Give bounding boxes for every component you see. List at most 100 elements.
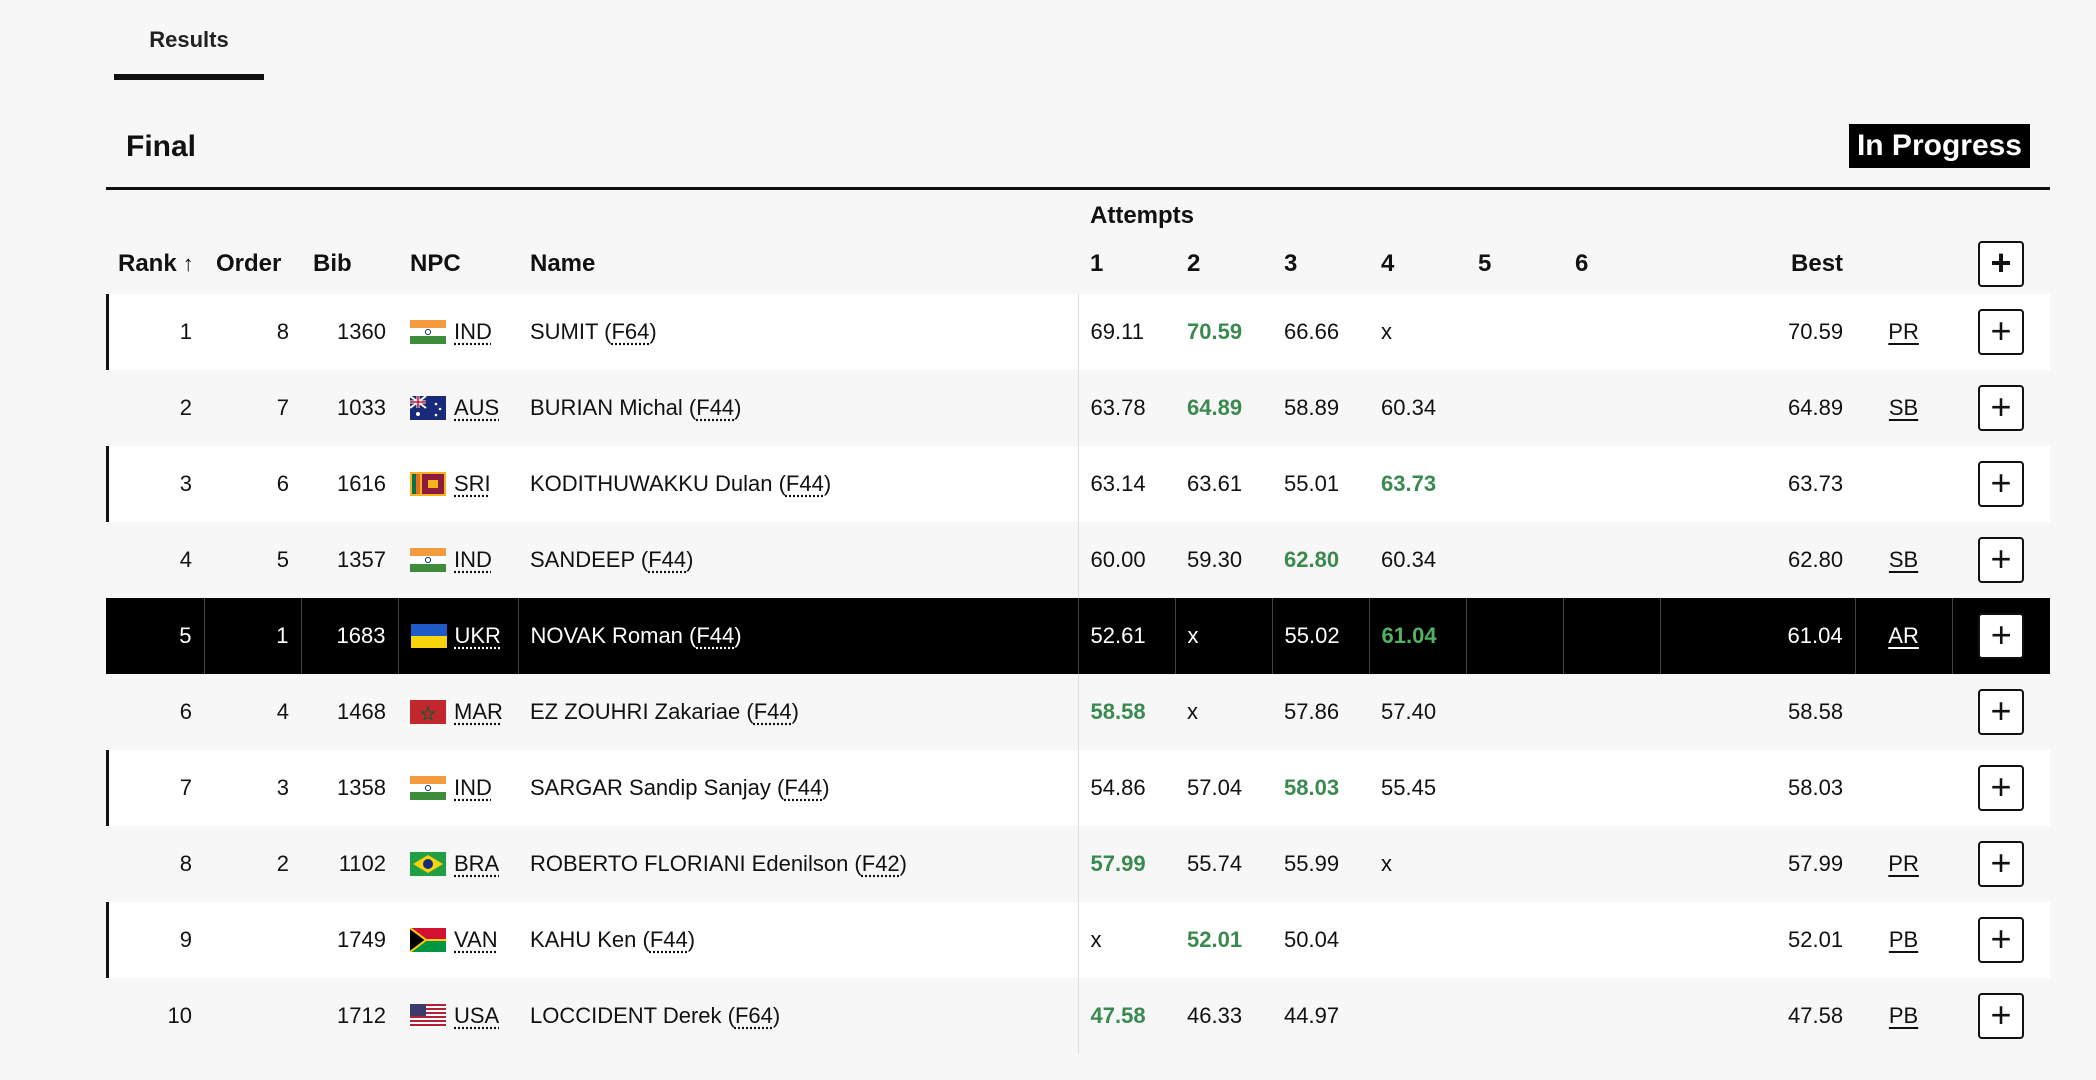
sport-class[interactable]: F42	[861, 851, 900, 876]
results-row[interactable]: 10 1712 USA LOCCIDENT Derek (F64) 47.58 46.33…	[106, 978, 2051, 1054]
athlete-name-cell[interactable]: NOVAK Roman (F44)	[518, 598, 1079, 674]
sport-class[interactable]: F44	[696, 623, 735, 648]
attempt-5-cell	[1466, 522, 1563, 598]
best-mark-cell: 61.04	[1660, 598, 1856, 674]
attempt-1-cell: 60.00	[1077, 522, 1176, 598]
plus-icon: +	[1990, 242, 2012, 283]
rank-cell: 5	[106, 598, 205, 674]
sport-class-close-paren: )	[772, 1003, 781, 1028]
record-badge[interactable]: PR	[1888, 319, 1919, 344]
tab-results[interactable]: Results	[114, 0, 264, 80]
results-row[interactable]: 8 2 1102 BRA ROBERTO FLORIANI Edenilson (F42…	[106, 826, 2051, 902]
npc-header[interactable]: NPC	[410, 250, 461, 277]
bib-cell: 1616	[337, 471, 386, 496]
results-row[interactable]: 7 3 1358 IND SARGAR Sandip Sanjay (F44) 54.86…	[106, 750, 2051, 826]
sport-class[interactable]: F64	[734, 1003, 773, 1028]
attempt-4-cell: 57.40	[1381, 699, 1437, 724]
expand-row-button[interactable]: +	[1978, 309, 2025, 355]
athlete-name-cell[interactable]: KODITHUWAKKU Dulan (F44)	[518, 446, 1078, 522]
results-row[interactable]: 6 4 1468 MAR EZ ZOUHRI Zakariae (F44) 58.58 x 5…	[106, 674, 2051, 750]
record-badge[interactable]: AR	[1888, 623, 1919, 648]
sport-class[interactable]: F44	[649, 927, 688, 952]
athlete-name-cell[interactable]: SARGAR Sandip Sanjay (F44)	[518, 750, 1078, 826]
athlete-name: SUMIT (	[530, 319, 612, 344]
row-action-cell: +	[1952, 826, 2050, 902]
attempt-3-cell: 66.66	[1284, 319, 1340, 344]
rank-cell: 7	[106, 750, 204, 826]
order-cell: 1	[204, 598, 302, 674]
arrow-up-icon: ↑	[182, 251, 194, 276]
name-header[interactable]: Name	[530, 250, 596, 277]
attempt-1-header: 1	[1090, 250, 1104, 277]
results-row[interactable]: 3 6 1616 SRI KODITHUWAKKU Dulan (F44) 63.14 63…	[106, 446, 2051, 522]
expand-row-button[interactable]: +	[1978, 461, 2025, 507]
expand-row-button[interactable]: +	[1978, 917, 2025, 963]
rank-header[interactable]: Rank ↑	[106, 234, 204, 294]
attempt-2-cell: x	[1175, 598, 1273, 674]
results-row[interactable]: 1 8 1360 IND SUMIT (F64) 69.11 70.59 66.66 x 70.5…	[106, 294, 2051, 370]
record-badge[interactable]: PB	[1888, 927, 1919, 952]
record-badge[interactable]: SB	[1888, 395, 1919, 420]
flag-aus-icon	[410, 396, 446, 420]
athlete-name-cell[interactable]: SUMIT (F64)	[518, 294, 1078, 370]
attempt-2-cell: 64.89	[1187, 395, 1243, 420]
order-cell	[204, 902, 301, 978]
expand-row-button[interactable]: +	[1978, 765, 2025, 811]
sport-class[interactable]: F44	[648, 547, 687, 572]
best-mark-cell: 63.73	[1788, 471, 1844, 496]
expand-all-button[interactable]: +	[1978, 241, 2025, 287]
results-row[interactable]: 4 5 1357 IND SANDEEP (F44) 60.00 59.30 62.80 60.…	[106, 522, 2051, 598]
npc-code[interactable]: USA	[454, 1003, 500, 1028]
attempt-5-cell	[1466, 294, 1563, 370]
expand-row-button[interactable]: +	[1978, 537, 2025, 583]
npc-code[interactable]: IND	[454, 775, 492, 800]
athlete-name-cell[interactable]: KAHU Ken (F44)	[518, 902, 1078, 978]
bib-cell: 1360	[337, 319, 386, 344]
npc-code[interactable]: BRA	[454, 851, 500, 876]
athlete-name-cell[interactable]: LOCCIDENT Derek (F64)	[518, 978, 1078, 1054]
npc-code[interactable]: MAR	[454, 699, 503, 724]
flag-ind-icon	[410, 776, 446, 800]
sport-class[interactable]: F44	[785, 471, 824, 496]
expand-row-button[interactable]: +	[1978, 613, 2025, 659]
npc-code[interactable]: IND	[454, 547, 492, 572]
record-badge[interactable]: SB	[1888, 547, 1919, 572]
status-badge: In Progress	[1848, 124, 2030, 168]
row-action-cell: +	[1952, 902, 2050, 978]
results-row[interactable]: 5 1 1683 UKR NOVAK Roman (F44) 52.61 x 55.02 61.…	[106, 598, 2051, 674]
athlete-name-cell[interactable]: ROBERTO FLORIANI Edenilson (F42)	[518, 826, 1078, 902]
npc-code[interactable]: UKR	[454, 623, 501, 648]
results-row[interactable]: 9 1749 VAN KAHU Ken (F44) x 52.01 50.04 52.01 PB…	[106, 902, 2051, 978]
athlete-name-cell[interactable]: BURIAN Michal (F44)	[518, 370, 1078, 446]
bib-cell: 1683	[301, 598, 399, 674]
bib-header[interactable]: Bib	[313, 250, 352, 277]
sport-class[interactable]: F44	[784, 775, 823, 800]
sport-class-close-paren: )	[791, 699, 799, 724]
expand-row-button[interactable]: +	[1978, 689, 2025, 735]
results-row[interactable]: 2 7 1033 AUS BURIAN Michal (F44) 63.78 64.89 58…	[106, 370, 2051, 446]
npc-code[interactable]: SRI	[454, 471, 491, 496]
record-badge[interactable]: PR	[1888, 851, 1919, 876]
order-header[interactable]: Order	[216, 250, 282, 277]
athlete-name-cell[interactable]: SANDEEP (F44)	[518, 522, 1078, 598]
plus-icon: +	[1990, 462, 2012, 503]
sport-class[interactable]: F64	[611, 319, 650, 344]
npc-code[interactable]: AUS	[454, 395, 500, 420]
best-header[interactable]: Best	[1791, 250, 1844, 277]
npc-code[interactable]: VAN	[454, 927, 498, 952]
sport-class[interactable]: F44	[753, 699, 792, 724]
record-badge[interactable]: PB	[1888, 1003, 1919, 1028]
attempt-2-cell: 46.33	[1187, 1003, 1243, 1028]
attempt-4-cell	[1369, 902, 1466, 978]
rank-cell: 1	[106, 294, 204, 370]
expand-row-button[interactable]: +	[1978, 385, 2025, 431]
attempt-2-header: 2	[1187, 250, 1201, 277]
expand-row-button[interactable]: +	[1978, 993, 2025, 1039]
attempt-5-cell	[1466, 370, 1563, 446]
expand-row-button[interactable]: +	[1978, 841, 2025, 887]
flag-bra-icon	[410, 852, 446, 876]
athlete-name-cell[interactable]: EZ ZOUHRI Zakariae (F44)	[518, 674, 1078, 750]
sport-class[interactable]: F44	[696, 395, 735, 420]
npc-code[interactable]: IND	[454, 319, 492, 344]
order-cell	[204, 978, 301, 1054]
